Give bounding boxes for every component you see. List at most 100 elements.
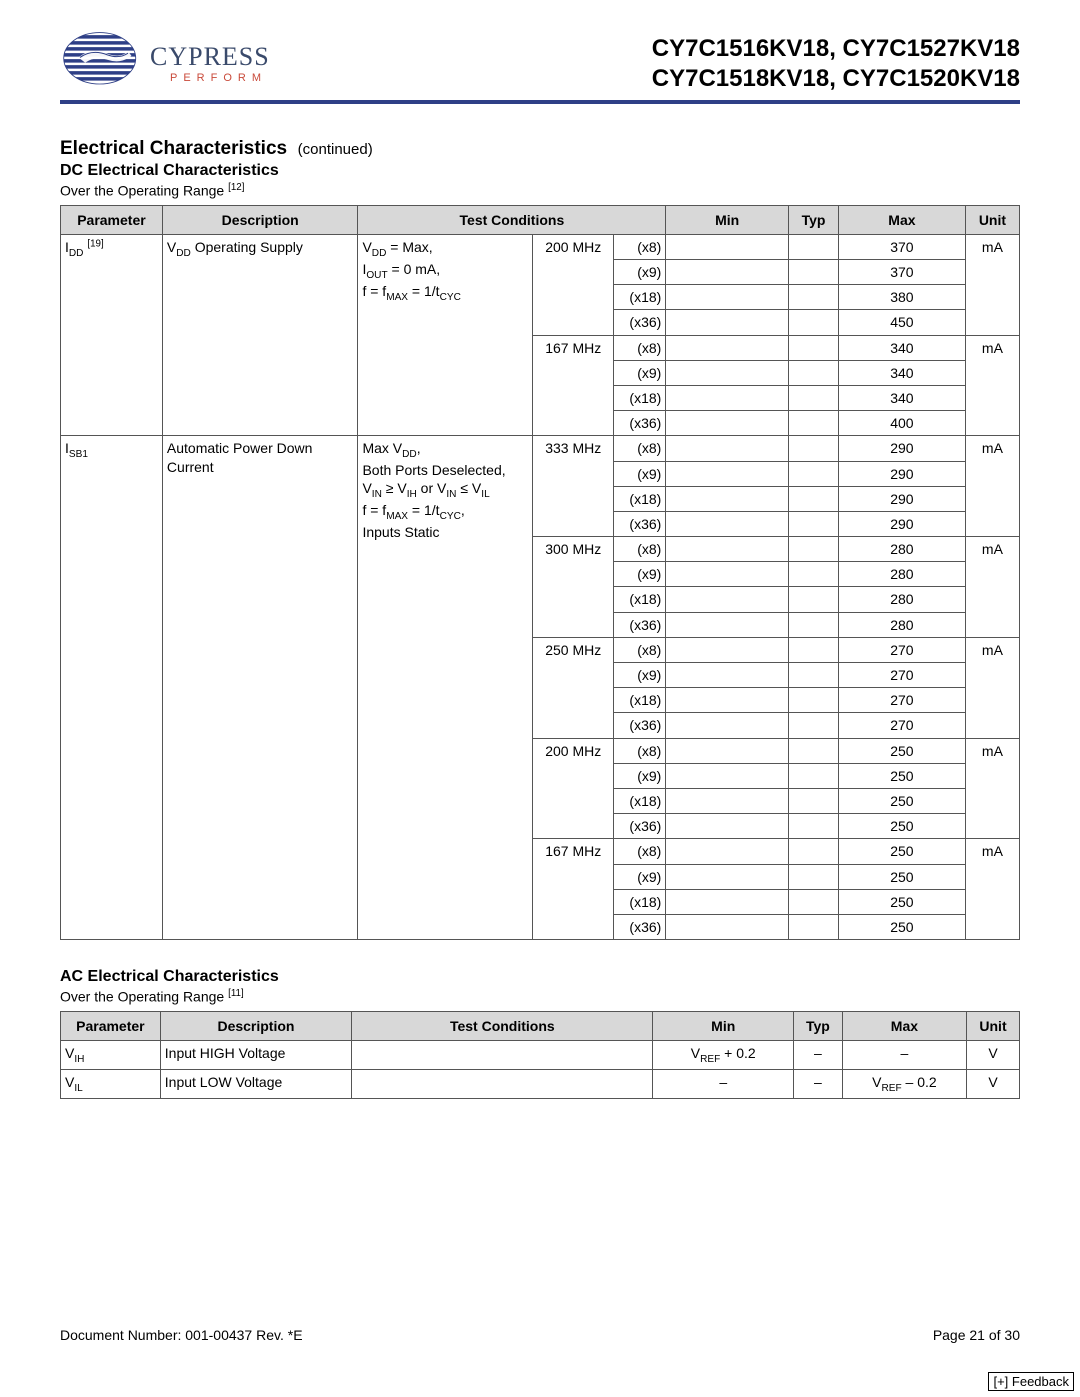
cell-min	[666, 436, 789, 461]
th-parameter: Parameter	[61, 1011, 161, 1040]
cell-width: (x9)	[614, 562, 666, 587]
cell-width: (x18)	[614, 889, 666, 914]
cell-typ	[789, 788, 839, 813]
cell-frequency: 167 MHz	[533, 839, 614, 940]
brand-tagline: PERFORM	[170, 72, 267, 84]
cell-min	[666, 385, 789, 410]
th-typ: Typ	[789, 205, 839, 234]
parts-line-1: CY7C1516KV18, CY7C1527KV18	[652, 34, 1020, 64]
parts-line-2: CY7C1518KV18, CY7C1520KV18	[652, 64, 1020, 94]
cell-width: (x8)	[614, 537, 666, 562]
cell-min	[666, 411, 789, 436]
page-footer: Document Number: 001-00437 Rev. *E Page …	[60, 1327, 1020, 1343]
cell-frequency: 200 MHz	[533, 738, 614, 839]
cell-max: –	[842, 1040, 966, 1069]
cell-width: (x9)	[614, 360, 666, 385]
cell-max: 270	[838, 688, 965, 713]
cell-min	[666, 814, 789, 839]
table-row: IDD [19]VDD Operating SupplyVDD = Max,IO…	[61, 234, 1020, 259]
section-title: Electrical Characteristics (continued)	[60, 138, 1020, 160]
cell-typ	[789, 612, 839, 637]
page-number: Page 21 of 30	[933, 1327, 1020, 1343]
cell-min	[666, 587, 789, 612]
cell-unit: mA	[965, 738, 1019, 839]
cell-width: (x8)	[614, 436, 666, 461]
cell-unit: mA	[965, 335, 1019, 436]
cell-width: (x36)	[614, 310, 666, 335]
cell-width: (x18)	[614, 486, 666, 511]
cell-typ	[789, 285, 839, 310]
cell-min	[666, 511, 789, 536]
cell-width: (x9)	[614, 461, 666, 486]
feedback-button[interactable]: [+] Feedback	[988, 1372, 1074, 1391]
cell-parameter: ISB1	[61, 436, 163, 940]
brand-name: CYPRESS	[150, 44, 270, 70]
cell-min: –	[653, 1069, 793, 1098]
cell-description: Automatic Power Down Current	[162, 436, 358, 940]
cell-width: (x36)	[614, 612, 666, 637]
cell-typ: –	[793, 1069, 842, 1098]
cell-typ	[789, 411, 839, 436]
cell-typ	[789, 486, 839, 511]
cell-test-condition: VDD = Max,IOUT = 0 mA,f = fMAX = 1/tCYC	[358, 234, 533, 436]
cell-width: (x18)	[614, 285, 666, 310]
cell-typ	[789, 310, 839, 335]
cell-description: VDD Operating Supply	[162, 234, 358, 436]
cell-frequency: 300 MHz	[533, 537, 614, 638]
cell-max: 250	[838, 889, 965, 914]
header-rule	[60, 100, 1020, 104]
cell-width: (x36)	[614, 914, 666, 939]
cell-max: 280	[838, 537, 965, 562]
table-row: ISB1Automatic Power Down CurrentMax VDD,…	[61, 436, 1020, 461]
cell-test-condition	[352, 1069, 653, 1098]
cell-max: 270	[838, 637, 965, 662]
cell-parameter: IDD [19]	[61, 234, 163, 436]
cell-min	[666, 335, 789, 360]
cell-min	[666, 310, 789, 335]
cell-typ	[789, 511, 839, 536]
cell-max: 340	[838, 385, 965, 410]
cell-max: 280	[838, 562, 965, 587]
cell-frequency: 200 MHz	[533, 234, 614, 335]
cell-max: 370	[838, 234, 965, 259]
cell-width: (x8)	[614, 839, 666, 864]
th-min: Min	[666, 205, 789, 234]
cell-typ	[789, 663, 839, 688]
th-max: Max	[838, 205, 965, 234]
table-header-row: Parameter Description Test Conditions Mi…	[61, 205, 1020, 234]
cell-max: 370	[838, 260, 965, 285]
cell-test-condition	[352, 1040, 653, 1069]
cell-max: 250	[838, 839, 965, 864]
cell-typ	[789, 562, 839, 587]
doc-number: Document Number: 001-00437 Rev. *E	[60, 1327, 303, 1343]
cell-typ	[789, 234, 839, 259]
cell-test-condition: Max VDD,Both Ports Deselected,VIN ≥ VIH …	[358, 436, 533, 940]
cell-width: (x8)	[614, 335, 666, 360]
cell-typ	[789, 461, 839, 486]
cell-max: 340	[838, 335, 965, 360]
cell-typ	[789, 738, 839, 763]
cell-width: (x18)	[614, 385, 666, 410]
th-test-conditions: Test Conditions	[358, 205, 666, 234]
cell-unit: V	[967, 1040, 1020, 1069]
cell-width: (x36)	[614, 713, 666, 738]
cell-typ	[789, 637, 839, 662]
cell-max: 250	[838, 864, 965, 889]
cell-width: (x8)	[614, 637, 666, 662]
cell-parameter: VIL	[61, 1069, 161, 1098]
th-unit: Unit	[967, 1011, 1020, 1040]
cell-max: 340	[838, 360, 965, 385]
cell-width: (x36)	[614, 511, 666, 536]
table-row: VIHInput HIGH VoltageVREF + 0.2––V	[61, 1040, 1020, 1069]
table-row: VILInput LOW Voltage––VREF – 0.2V	[61, 1069, 1020, 1098]
cell-min	[666, 738, 789, 763]
cell-typ	[789, 385, 839, 410]
table-header-row: Parameter Description Test Conditions Mi…	[61, 1011, 1020, 1040]
cell-typ	[789, 713, 839, 738]
cell-min	[666, 260, 789, 285]
cell-width: (x9)	[614, 260, 666, 285]
cell-frequency: 250 MHz	[533, 637, 614, 738]
cell-min: VREF + 0.2	[653, 1040, 793, 1069]
ac-table: Parameter Description Test Conditions Mi…	[60, 1011, 1020, 1099]
cell-typ	[789, 260, 839, 285]
